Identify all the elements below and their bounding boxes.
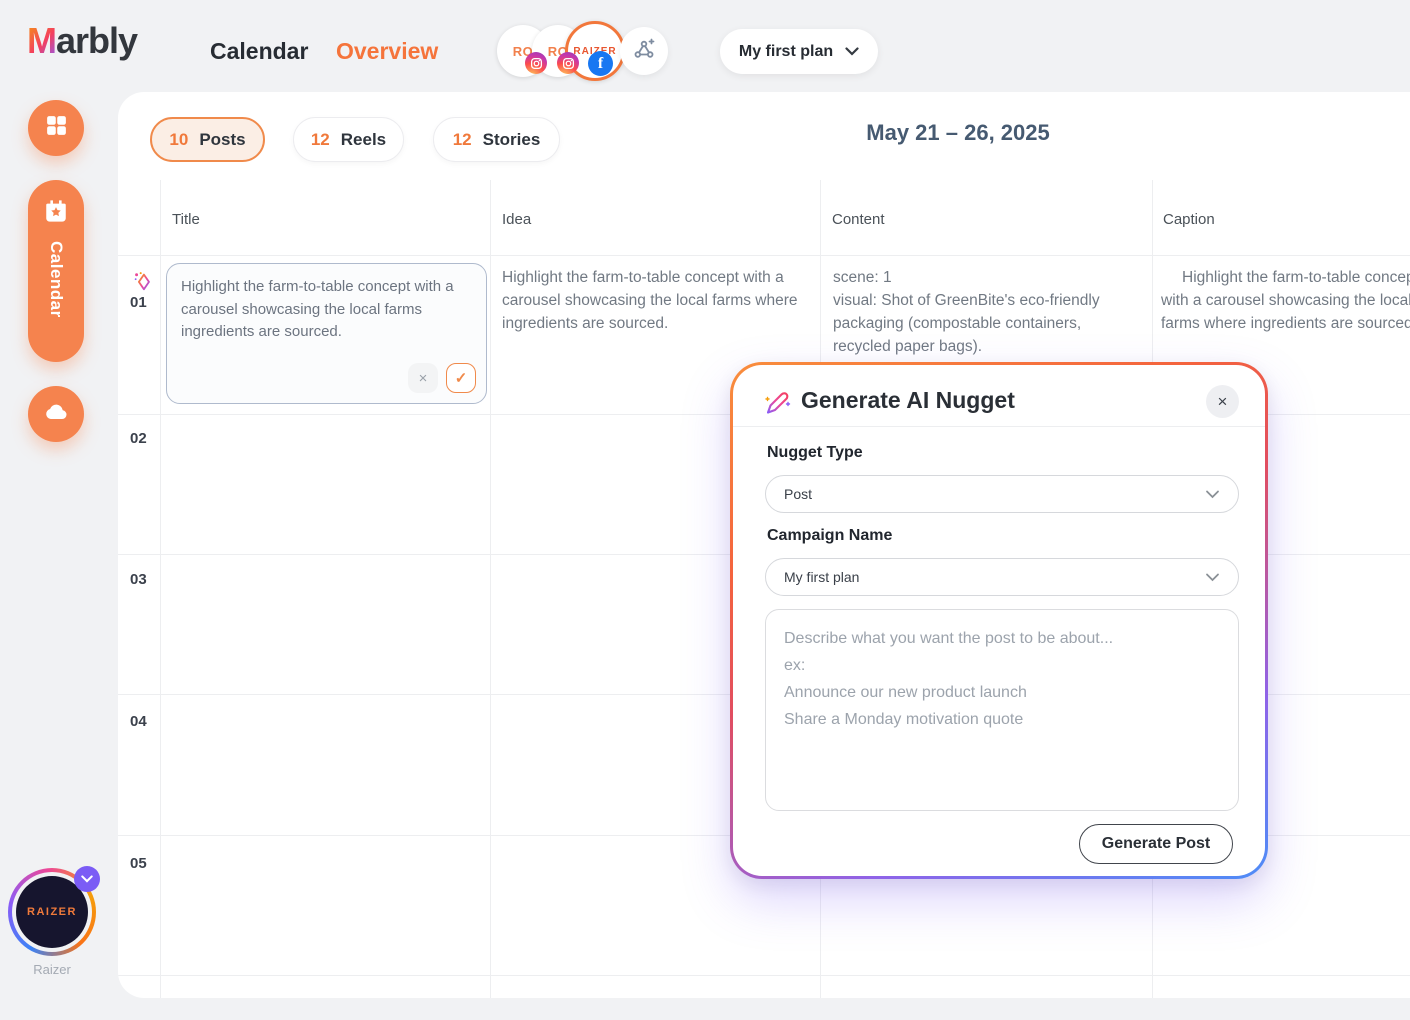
modal-title: Generate AI Nugget — [801, 387, 1015, 413]
ai-sparkle-icon — [132, 270, 154, 297]
app-logo: Marbly — [27, 20, 138, 62]
title-edit-box: Highlight the farm-to-table concept with… — [166, 263, 487, 404]
facebook-glyph: f — [597, 54, 604, 72]
filter-count: 12 — [310, 129, 330, 149]
filter-label: Posts — [199, 129, 246, 149]
date-range: May 21 – 26, 2025 — [866, 120, 1050, 145]
tab-overview[interactable]: Overview — [336, 38, 439, 64]
filter-stories[interactable]: 12 Stories — [433, 117, 560, 162]
campaign-name-value: My first plan — [784, 569, 860, 585]
chevron-down-icon — [81, 875, 93, 883]
chevron-down-icon — [1206, 573, 1219, 581]
campaign-name-label: Campaign Name — [767, 527, 893, 544]
avatar-logo-text: RAIZER — [573, 46, 616, 57]
plan-selector[interactable]: My first plan — [720, 29, 878, 74]
invite-collaborators-button[interactable] — [620, 27, 668, 75]
facebook-icon: f — [588, 51, 613, 76]
logo-m: M — [27, 20, 57, 61]
table-grid-line — [490, 180, 491, 998]
nugget-type-value: Post — [784, 486, 813, 502]
row-number: 05 — [130, 855, 147, 872]
generate-post-button[interactable]: Generate Post — [1079, 824, 1233, 864]
sidebar-item-dashboard[interactable] — [28, 100, 84, 156]
filter-reels[interactable]: 12 Reels — [293, 117, 404, 162]
idea-cell[interactable]: Highlight the farm-to-table concept with… — [502, 269, 798, 332]
caption-cell[interactable]: Highlight the farm-to-table concept with… — [1161, 269, 1410, 332]
sidebar-item-calendar[interactable]: Calendar — [28, 180, 84, 362]
nugget-type-label: Nugget Type — [767, 444, 863, 461]
column-header-caption: Caption — [1163, 211, 1215, 228]
row-number: 01 — [130, 294, 147, 311]
row-number: 02 — [130, 430, 147, 447]
discard-title-button[interactable]: × — [408, 363, 438, 393]
row-number: 03 — [130, 571, 147, 588]
table-grid-line — [160, 180, 161, 998]
confirm-title-button[interactable]: ✓ — [446, 363, 476, 393]
chevron-down-icon — [845, 43, 859, 61]
table-grid-line — [118, 255, 1410, 256]
column-header-content: Content — [832, 211, 885, 228]
generate-ai-nugget-modal: Generate AI Nugget × Nugget Type Post Ca… — [730, 362, 1268, 879]
calendar-star-icon — [43, 198, 69, 229]
logo-rest: arbly — [56, 20, 138, 61]
content-cell[interactable]: scene: 1 visual: Shot of GreenBite's eco… — [833, 269, 1100, 355]
instagram-icon — [557, 52, 579, 74]
share-network-plus-icon — [632, 37, 656, 66]
filter-posts[interactable]: 10 Posts — [150, 117, 265, 162]
modal-close-button[interactable]: × — [1206, 385, 1239, 418]
plan-selector-label: My first plan — [738, 42, 834, 60]
filter-count: 12 — [452, 129, 472, 149]
filter-label: Reels — [340, 129, 387, 149]
column-header-title: Title — [172, 211, 200, 228]
modal-divider — [733, 426, 1265, 427]
column-header-idea: Idea — [502, 211, 532, 228]
sidebar-item-cloud[interactable] — [28, 386, 84, 442]
post-description-input[interactable] — [765, 609, 1239, 811]
sidebar-calendar-label: Calendar — [47, 241, 66, 318]
tab-calendar[interactable]: Calendar — [210, 38, 309, 64]
workspace-switcher-chevron[interactable] — [74, 866, 100, 892]
nugget-type-select[interactable]: Post — [765, 475, 1239, 513]
filter-count: 10 — [169, 129, 189, 149]
table-grid-line — [118, 975, 1410, 976]
campaign-name-select[interactable]: My first plan — [765, 558, 1239, 596]
dashboard-grid-icon — [44, 113, 69, 143]
workspace-name: Raizer — [33, 962, 71, 977]
cloud-icon — [42, 398, 70, 431]
workspace-logo: RAIZER — [16, 876, 88, 948]
row-number: 04 — [130, 713, 147, 730]
chevron-down-icon — [1206, 490, 1219, 498]
workspace-avatar[interactable]: RAIZER — [8, 866, 100, 956]
filter-label: Stories — [482, 129, 541, 149]
instagram-icon — [525, 52, 547, 74]
magic-pencil-icon — [763, 389, 791, 422]
